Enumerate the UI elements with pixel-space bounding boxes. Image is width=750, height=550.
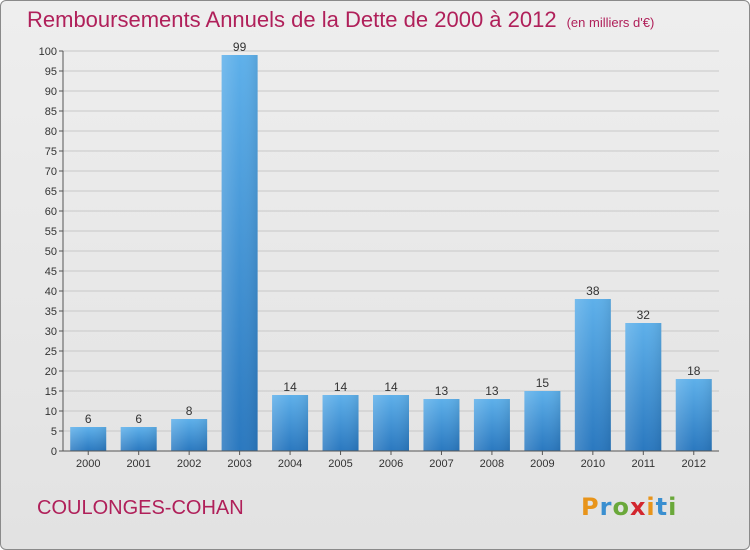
data-label: 18 (687, 364, 701, 378)
y-tick-label: 10 (45, 406, 57, 418)
y-tick-label: 0 (51, 446, 57, 458)
x-tick-label: 2010 (581, 458, 605, 470)
y-tick-label: 55 (45, 226, 57, 238)
data-label: 38 (586, 284, 600, 298)
logo-letter: x (629, 493, 647, 521)
x-tick-label: 2012 (682, 458, 706, 470)
logo-letter: t (655, 493, 669, 521)
x-tick-label: 2003 (227, 458, 251, 470)
x-tick-label: 2000 (76, 458, 100, 470)
y-tick-label: 50 (45, 246, 57, 258)
x-tick-label: 2006 (379, 458, 403, 470)
data-label: 32 (637, 308, 651, 322)
axes (59, 50, 719, 455)
bar-shine (120, 427, 157, 451)
data-label: 14 (334, 380, 348, 394)
x-tick-label: 2001 (126, 458, 150, 470)
x-tick-label: 2005 (328, 458, 352, 470)
data-label: 13 (485, 384, 499, 398)
bar-shine (272, 395, 309, 451)
bar-shine (625, 323, 662, 451)
x-tick-label: 2007 (429, 458, 453, 470)
logo-letter: r (599, 493, 613, 521)
bar-shine (221, 55, 258, 451)
location-name: COULONGES-COHAN (37, 497, 244, 519)
data-label: 13 (435, 384, 449, 398)
logo-letter: P (581, 493, 600, 521)
y-tick-label: 60 (45, 206, 57, 218)
y-tick-label: 45 (45, 266, 57, 278)
bar-shine (675, 379, 712, 451)
x-tick-label: 2011 (631, 458, 655, 470)
logo-letter: o (612, 493, 630, 521)
chart-title: Remboursements Annuels de la Dette de 20… (27, 7, 654, 33)
y-tick-label: 35 (45, 306, 57, 318)
bar-shine (322, 395, 359, 451)
logo-letter: i (646, 493, 656, 521)
bar-shine (524, 391, 561, 451)
x-tick-label: 2008 (480, 458, 504, 470)
y-tick-label: 65 (45, 186, 57, 198)
y-tick-label: 90 (45, 86, 57, 98)
data-label: 14 (283, 380, 297, 394)
data-label: 6 (85, 412, 92, 426)
data-label: 6 (135, 412, 142, 426)
y-tick-label: 100 (39, 46, 57, 58)
y-tick-label: 75 (45, 146, 57, 158)
bar-shine (70, 427, 107, 451)
y-tick-label: 70 (45, 166, 57, 178)
y-tick-label: 25 (45, 346, 57, 358)
bar-shine (373, 395, 409, 451)
y-tick-label: 15 (45, 386, 57, 398)
bar-shine (574, 299, 611, 451)
data-label: 14 (384, 380, 398, 394)
data-label: 15 (536, 376, 550, 390)
x-tick-label: 2009 (530, 458, 554, 470)
bar-shine (423, 399, 460, 451)
y-tick-label: 5 (51, 426, 57, 438)
x-tick-label: 2002 (177, 458, 201, 470)
data-label: 8 (186, 404, 193, 418)
y-tick-label: 20 (45, 366, 57, 378)
bar-shine (171, 419, 208, 451)
data-label: 99 (233, 40, 247, 54)
y-tick-label: 40 (45, 286, 57, 298)
bar-shine (473, 399, 510, 451)
logo-letter: i (668, 493, 678, 521)
bars (70, 55, 712, 451)
y-tick-label: 95 (45, 66, 57, 78)
y-tick-label: 30 (45, 326, 57, 338)
chart-subtitle: (en milliers d'€) (566, 15, 655, 30)
x-tick-label: 2004 (278, 458, 302, 470)
chart-title-text: Remboursements Annuels de la Dette de 20… (27, 7, 557, 32)
proxiti-logo[interactable]: Proxiti (581, 493, 677, 521)
y-tick-label: 85 (45, 106, 57, 118)
labels: 0 5 10 15 20 25 30 35 40 45 50 55 60 65 70 75 80 85 90 95 10… (39, 40, 706, 470)
y-tick-label: 80 (45, 126, 57, 138)
grid-lines (63, 50, 719, 432)
